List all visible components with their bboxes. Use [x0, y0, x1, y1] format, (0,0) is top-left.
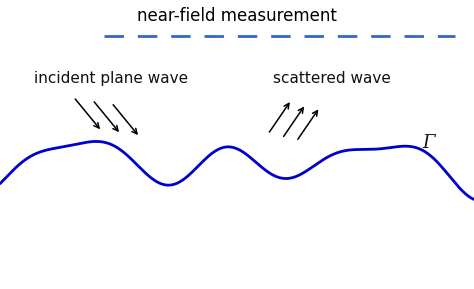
Text: Γ: Γ — [423, 134, 435, 152]
Text: near-field measurement: near-field measurement — [137, 7, 337, 25]
Text: scattered wave: scattered wave — [273, 71, 391, 86]
Text: incident plane wave: incident plane wave — [34, 71, 189, 86]
